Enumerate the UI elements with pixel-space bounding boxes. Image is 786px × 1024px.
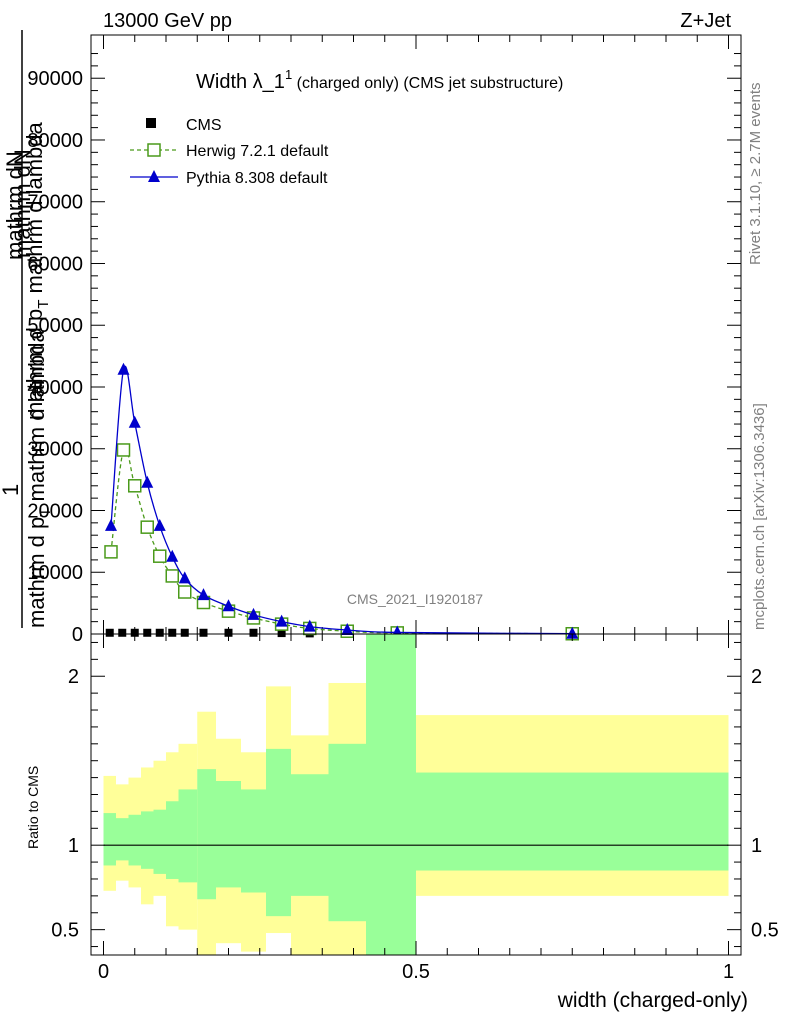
cms-data-point [277, 629, 286, 638]
ratio-inner-band-bin [197, 769, 216, 900]
y-axis-label-one: 1 [0, 484, 23, 496]
pythia-data-point [197, 588, 210, 601]
main-ytick-label: 90000 [27, 68, 83, 90]
ratio-panel-bands [103, 634, 729, 955]
herwig-data-point [165, 569, 179, 583]
herwig-data-point [178, 585, 192, 599]
cms-data-point [130, 628, 139, 637]
ratio-y-axis-label: Ratio to CMS [25, 766, 41, 849]
legend: CMS Herwig 7.2.1 default Pythia 8.308 de… [130, 117, 329, 187]
ratio-inner-band-bin [141, 811, 154, 869]
cms-data-point [180, 628, 189, 637]
x-tick-label: 0.5 [402, 961, 430, 983]
main-y-tick-labels: 0 10000 20000 30000 40000 50000 60000 70000 8000… [27, 68, 83, 646]
ratio-tick-labels: 0.5 0.5 1 1 2 2 0 0.5 1 [51, 666, 779, 983]
pythia-data-point [128, 415, 141, 428]
herwig-data-point [128, 479, 142, 493]
y-axis-label-line3: mathrm d pT mathrm d lambda [22, 122, 52, 420]
pythia-data-point [303, 619, 316, 632]
ratio-inner-band-bin [291, 774, 329, 896]
cms-data-point [168, 628, 177, 637]
ratio-inner-band-bin [166, 801, 179, 879]
legend-herwig-label: Herwig 7.2.1 default [186, 143, 329, 160]
pythia-data-point [153, 518, 166, 531]
plot-title-main: Width λ_1 [196, 71, 285, 93]
pythia-data-point [166, 549, 179, 562]
x-tick-label: 1 [723, 961, 734, 983]
main-ytick-label: 60000 [27, 253, 83, 275]
ratio-inner-band-bin [178, 789, 198, 883]
herwig-data-point [104, 545, 118, 559]
legend-cms-label: CMS [186, 117, 222, 134]
herwig-data-point [116, 443, 131, 457]
main-ytick-label: 10000 [27, 562, 83, 584]
mcplots-label: mcplots.cern.ch [arXiv:1306.3436] [751, 403, 768, 630]
main-panel-series [104, 362, 579, 641]
main-ytick-label: 80000 [27, 130, 83, 152]
ratio-inner-band-bin [241, 789, 266, 893]
ratio-inner-band-bin [153, 809, 166, 874]
pythia-data-point [105, 518, 117, 531]
main-panel-ticks [91, 35, 741, 635]
cms-data-point [224, 628, 233, 637]
ratio-inner-band-bin [103, 813, 116, 866]
y-axis-label-line2: mathrm dN [10, 149, 35, 258]
ratio-inner-band-bin [128, 814, 141, 866]
pythia-data-point [117, 362, 130, 375]
legend-herwig-marker [147, 143, 161, 157]
ratio-panel-frame [90, 633, 742, 956]
ratio-ytick-label-left: 1 [68, 835, 79, 857]
plot-title-sup: 1 [285, 67, 292, 82]
main-ytick-label: 20000 [27, 500, 83, 522]
legend-pythia-label: Pythia 8.308 default [186, 170, 328, 187]
pythia-data-point [566, 626, 579, 639]
cms-data-point [249, 628, 258, 637]
analysis-watermark: CMS_2021_I1920187 [347, 591, 483, 607]
ratio-inner-band-bin [366, 634, 416, 955]
cms-data-point [105, 628, 114, 637]
ratio-ytick-label-left: 0.5 [51, 920, 79, 942]
cms-data-point [155, 628, 164, 637]
y-axis-label: 1 mathrm dN mathrm dN mathrm d pT mathrm… [0, 30, 54, 628]
pythia-data-point [247, 607, 260, 620]
ratio-inner-band-bin [116, 818, 129, 861]
cms-data-point [143, 628, 152, 637]
ratio-inner-band-bin [416, 772, 729, 871]
cms-data-point [199, 628, 208, 637]
ratio-inner-band-bin [328, 743, 366, 922]
main-ytick-label: 50000 [27, 315, 83, 337]
legend-cms-marker [146, 118, 156, 128]
pythia-data-point [275, 614, 288, 627]
rivet-version-label: Rivet 3.1.10, ≥ 2.7M events [747, 83, 764, 266]
main-ytick-label: 40000 [27, 377, 83, 399]
pythia-data-point [178, 571, 191, 584]
ratio-ytick-label-right: 0.5 [751, 920, 779, 942]
legend-pythia-marker [148, 170, 160, 182]
header-left: 13000 GeV pp [103, 10, 232, 32]
pythia-data-point [222, 599, 235, 612]
main-ytick-label: 70000 [27, 192, 83, 214]
header-right: Z+Jet [680, 10, 731, 32]
ratio-inner-band-bin [266, 748, 291, 917]
plot-title: Width λ_11 (charged only) (CMS jet subst… [196, 67, 563, 93]
plot-title-sub: (charged only) (CMS jet substructure) [292, 75, 563, 92]
pythia-data-point [341, 622, 354, 635]
main-ytick-label: 30000 [27, 439, 83, 461]
main-ytick-label: 0 [72, 624, 83, 646]
ratio-ytick-label-left: 2 [68, 666, 79, 688]
herwig-data-point [153, 549, 167, 563]
cms-data-point [118, 628, 127, 637]
herwig-data-point [140, 520, 154, 534]
ratio-inner-band-bin [216, 780, 241, 888]
ratio-ytick-label-right: 2 [751, 666, 762, 688]
x-tick-label: 0 [98, 961, 109, 983]
y-axis-label-line4: mathrm d pT mathrm d lambda [24, 330, 54, 628]
x-axis-label: width (charged-only) [557, 989, 748, 1012]
herwig-line [110, 447, 573, 635]
ratio-ytick-label-right: 1 [751, 835, 762, 857]
ratio-panel-ticks [91, 634, 741, 955]
y-axis-label-line1: mathrm dN [2, 151, 27, 260]
pythia-data-point [141, 475, 154, 488]
